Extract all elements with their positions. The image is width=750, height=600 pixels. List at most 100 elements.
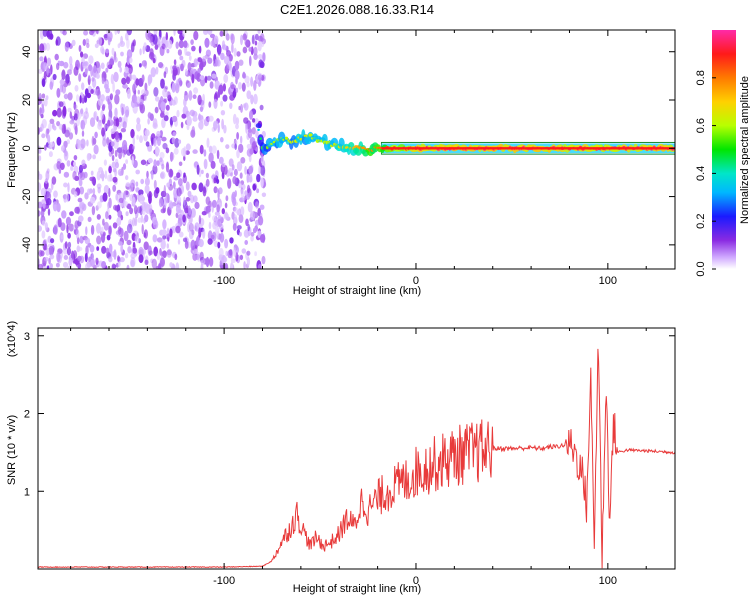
- noise-blob: [55, 262, 60, 268]
- noise-blob: [140, 178, 145, 185]
- noise-blob: [79, 95, 82, 104]
- noise-blob: [140, 159, 147, 166]
- noise-blob: [143, 241, 149, 250]
- noise-blob: [90, 258, 95, 268]
- noise-blob: [47, 134, 51, 144]
- noise-blob: [197, 57, 203, 63]
- noise-blob: [183, 40, 188, 48]
- noise-blob: [135, 169, 140, 175]
- noise-blob: [156, 252, 161, 260]
- noise-blob: [217, 241, 221, 249]
- noise-blob: [97, 122, 102, 130]
- noise-blob: [100, 109, 104, 120]
- noise-blob: [208, 115, 214, 122]
- noise-blob: [81, 97, 85, 104]
- noise-blob: [205, 178, 210, 187]
- noise-blob: [243, 261, 246, 269]
- noise-blob: [120, 244, 124, 253]
- noise-blob: [141, 224, 144, 235]
- noise-blob: [103, 221, 109, 231]
- noise-blob: [258, 165, 261, 175]
- noise-blob: [91, 77, 95, 82]
- noise-blob: [83, 30, 89, 36]
- noise-blob: [238, 143, 244, 153]
- noise-blob: [184, 45, 188, 56]
- noise-blob: [198, 227, 202, 238]
- noise-blob: [93, 144, 99, 155]
- noise-blob: [141, 74, 145, 83]
- noise-blob: [160, 78, 165, 89]
- noise-blob: [132, 39, 136, 47]
- noise-blob: [155, 66, 159, 75]
- noise-blob: [118, 197, 124, 204]
- noise-blob: [86, 153, 91, 161]
- noise-blob: [208, 145, 213, 153]
- noise-blob: [101, 48, 105, 55]
- noise-blob: [238, 59, 244, 66]
- x-tick-label: 0: [413, 275, 419, 287]
- noise-blob: [84, 95, 88, 103]
- noise-blob: [182, 30, 186, 37]
- noise-blob: [159, 157, 163, 163]
- noise-blob: [78, 139, 82, 146]
- noise-blob: [156, 160, 160, 167]
- spectrogram-x-label: Height of straight line (km): [293, 285, 421, 297]
- colorbar-tick-label: 0.2: [695, 214, 707, 229]
- noise-blob: [172, 131, 177, 137]
- noise-blob: [144, 184, 150, 194]
- noise-blob: [84, 192, 89, 200]
- noise-blob: [91, 205, 96, 216]
- noise-blob: [126, 239, 132, 246]
- noise-blob: [184, 240, 189, 249]
- noise-blob: [219, 232, 225, 243]
- noise-blob: [79, 186, 85, 195]
- noise-blob: [205, 172, 209, 179]
- colorbar-tick-label: 0.6: [695, 118, 707, 133]
- ridge-core: [284, 136, 289, 140]
- noise-blob: [198, 239, 204, 248]
- noise-blob: [126, 55, 130, 65]
- noise-blob: [65, 216, 72, 226]
- noise-blob: [103, 33, 109, 39]
- noise-blob: [153, 179, 157, 190]
- noise-blob: [125, 190, 129, 196]
- noise-blob: [175, 212, 179, 219]
- noise-blob: [139, 63, 142, 68]
- noise-blob: [147, 118, 150, 125]
- noise-blob: [183, 196, 186, 206]
- noise-blob: [190, 39, 194, 45]
- noise-blob: [95, 73, 100, 79]
- noise-blob: [188, 55, 192, 61]
- noise-blob: [178, 40, 185, 49]
- noise-blob: [150, 67, 156, 78]
- noise-blob: [249, 148, 254, 155]
- noise-blob: [119, 202, 124, 208]
- y-tick-label: -40: [21, 237, 33, 253]
- colorbar-ticks: 0.0 0.2 0.4 0.6 0.8: [695, 70, 716, 277]
- noise-blob: [103, 159, 107, 166]
- colorbar: 0.0 0.2 0.4 0.6 0.8 Normalized spectral ampl…: [695, 30, 750, 277]
- noise-blob: [246, 250, 251, 256]
- noise-blob: [173, 96, 178, 105]
- noise-blob: [223, 257, 228, 263]
- noise-blob: [43, 243, 48, 251]
- noise-blob: [114, 149, 118, 157]
- noise-blob: [260, 165, 266, 176]
- noise-blob: [236, 225, 242, 230]
- noise-blob: [213, 120, 219, 129]
- noise-blob: [61, 84, 67, 94]
- noise-blob: [244, 39, 249, 46]
- colorbar-label: Normalized spectral amplitude: [739, 76, 750, 224]
- noise-blob: [96, 63, 101, 74]
- spectrogram-y-ticks: -40 -20 0 20 40: [21, 46, 675, 253]
- ridge-halo: [255, 123, 262, 129]
- snr-x-label: Height of straight line (km): [293, 583, 421, 595]
- noise-blob: [69, 63, 73, 72]
- noise-blob: [153, 87, 159, 97]
- y-tick-label: 20: [21, 94, 33, 106]
- noise-blob: [240, 34, 243, 46]
- noise-blob: [188, 223, 194, 232]
- noise-blob: [230, 258, 236, 264]
- noise-blob: [96, 235, 102, 245]
